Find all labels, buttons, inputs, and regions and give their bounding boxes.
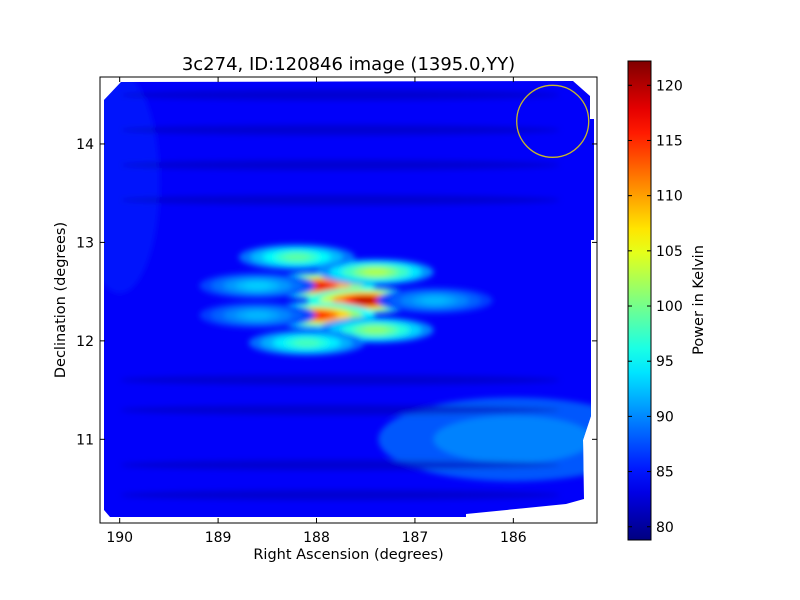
hotspot bbox=[362, 326, 389, 334]
y-tick-label: 13 bbox=[76, 235, 94, 251]
x-tick-label: 188 bbox=[303, 530, 330, 546]
band-stripe bbox=[120, 125, 560, 135]
hotspot bbox=[244, 281, 271, 290]
colorbar: 80 85 90 95 100 105 110 115 120 Power in Kelvin bbox=[627, 60, 707, 541]
x-axis-label: Right Ascension (degrees) bbox=[253, 547, 443, 563]
colorbar-tick-label: 90 bbox=[656, 409, 674, 425]
band-stripe bbox=[120, 460, 560, 470]
y-axis-ticks: 11 12 13 14 bbox=[76, 137, 597, 448]
hotspot bbox=[293, 339, 320, 347]
colorbar-ticks: 80 85 90 95 100 105 110 115 120 bbox=[628, 78, 683, 536]
diffuse-region-core bbox=[433, 415, 594, 464]
colorbar-tick-label: 80 bbox=[656, 520, 674, 536]
colorbar-tick-label: 85 bbox=[656, 465, 674, 481]
band-stripe bbox=[120, 405, 560, 415]
x-axis-ticks: 190 189 188 187 186 bbox=[106, 77, 527, 546]
x-tick-label: 190 bbox=[106, 530, 133, 546]
band-stripe bbox=[120, 160, 560, 170]
hotspot bbox=[283, 253, 310, 261]
hotspot bbox=[421, 296, 448, 305]
hotspot bbox=[352, 296, 379, 305]
heatmap-features bbox=[104, 81, 594, 500]
y-axis-label: Declination (degrees) bbox=[53, 222, 69, 378]
band-stripe bbox=[120, 490, 560, 500]
x-tick-label: 189 bbox=[205, 530, 232, 546]
colorbar-frame bbox=[627, 60, 652, 541]
heatmap-image bbox=[104, 81, 594, 517]
plot-area bbox=[99, 76, 598, 524]
plot-frame bbox=[99, 76, 598, 524]
chart-title: 3c274, ID:120846 image (1395.0,YY) bbox=[182, 54, 515, 75]
y-tick-label: 12 bbox=[76, 334, 94, 350]
y-tick-label: 14 bbox=[76, 137, 94, 153]
colorbar-tick-label: 110 bbox=[656, 189, 683, 205]
band-stripe bbox=[120, 90, 560, 100]
band-stripe bbox=[120, 375, 560, 385]
band-stripe bbox=[120, 195, 560, 205]
colorbar-label: Power in Kelvin bbox=[691, 245, 707, 355]
colorbar-gradient bbox=[628, 61, 651, 540]
y-tick-label: 11 bbox=[76, 432, 94, 448]
colorbar-tick-label: 100 bbox=[656, 299, 683, 315]
hotspot bbox=[362, 268, 389, 276]
hotspot bbox=[244, 311, 271, 320]
colorbar-tick-label: 105 bbox=[656, 244, 683, 260]
colorbar-tick-label: 95 bbox=[656, 354, 674, 370]
colorbar-tick-label: 120 bbox=[656, 78, 683, 94]
colorbar-tick-label: 115 bbox=[656, 133, 683, 149]
x-tick-label: 187 bbox=[402, 530, 429, 546]
x-tick-label: 186 bbox=[500, 530, 527, 546]
beam-marker bbox=[516, 84, 590, 158]
